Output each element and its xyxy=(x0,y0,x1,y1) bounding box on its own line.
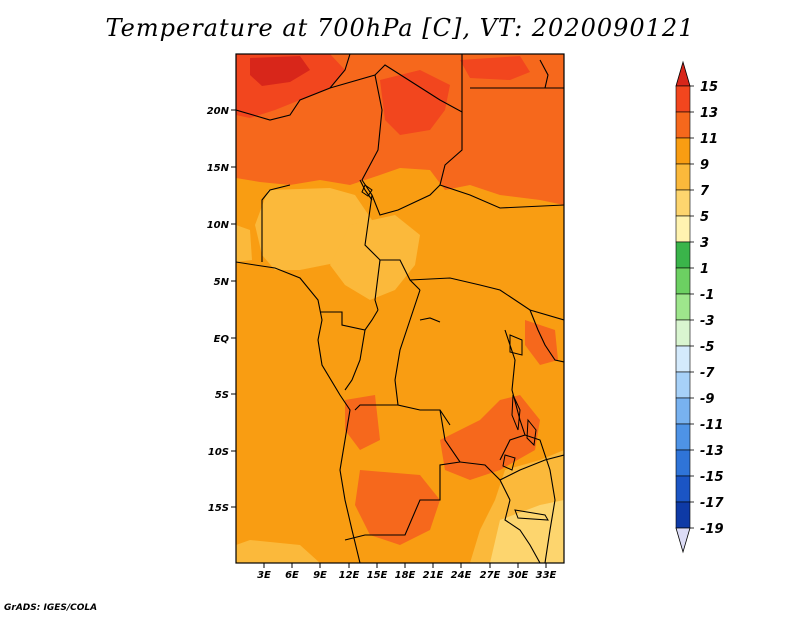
lon-label: 30E xyxy=(508,570,529,581)
lat-label: 10N xyxy=(207,220,230,231)
field-above-15 xyxy=(250,56,310,86)
colorbar-underflow-triangle xyxy=(675,527,691,554)
colorbar-swatch xyxy=(675,293,691,321)
field-13-15-northeast xyxy=(460,56,530,80)
lon-label: 15E xyxy=(367,570,388,581)
lon-label: 9E xyxy=(313,570,327,581)
latitude-axis: 20N 15N 10N 5N EQ 5S 10S 15S xyxy=(207,106,236,514)
colorbar-swatch xyxy=(675,85,691,113)
colorbar-swatch xyxy=(675,449,691,477)
field-7-9-coast xyxy=(236,225,252,262)
field-11-13-angola xyxy=(345,395,380,450)
map-frame xyxy=(235,53,565,564)
lon-label: 21E xyxy=(423,570,444,581)
lakes xyxy=(361,184,549,521)
country-borders xyxy=(236,54,564,563)
colorbar-label: 15 xyxy=(700,80,718,95)
colorbar-label: -7 xyxy=(700,366,715,381)
colorbar-swatch xyxy=(675,371,691,399)
colorbar-label: -1 xyxy=(700,288,714,303)
map-title: Temperature at 700hPa [C], VT: 202009012… xyxy=(105,14,695,42)
colorbar-swatch xyxy=(675,423,691,451)
colorbar-overflow-triangle xyxy=(675,60,691,87)
lon-label: 33E xyxy=(536,570,557,581)
colorbar-label: 5 xyxy=(700,210,709,225)
lon-label: 3E xyxy=(257,570,271,581)
colorbar-swatch xyxy=(675,163,691,191)
field-11-13-east xyxy=(525,320,558,365)
colorbar-label: -5 xyxy=(700,340,714,355)
colorbar: 15 13 11 9 7 5 3 1 -1 -3 -5 -7 -9 -11 -13 -15 -17 -19 xyxy=(675,60,724,554)
colorbar-swatch xyxy=(675,137,691,165)
lat-label: EQ xyxy=(214,334,230,345)
colorbar-swatch xyxy=(675,241,691,269)
colorbar-label: -15 xyxy=(700,470,724,485)
lat-label: 20N xyxy=(207,106,230,117)
colorbar-swatch xyxy=(675,189,691,217)
colorbar-swatch xyxy=(675,215,691,243)
colorbar-swatch xyxy=(675,319,691,347)
colorbar-label: 9 xyxy=(700,158,709,173)
colorbar-swatch xyxy=(675,345,691,373)
colorbar-label: 1 xyxy=(700,262,709,277)
colorbar-swatch xyxy=(675,501,691,529)
lon-label: 18E xyxy=(395,570,416,581)
field-11-13-south xyxy=(355,470,440,545)
longitude-axis: 3E 6E 9E 12E 15E 18E 21E 24E 27E 30E 33E xyxy=(257,563,557,581)
colorbar-label: 3 xyxy=(700,236,709,251)
lon-label: 12E xyxy=(339,570,360,581)
lat-label: 10S xyxy=(208,447,229,458)
temperature-field xyxy=(236,54,564,563)
lat-label: 5N xyxy=(214,277,230,288)
colorbar-swatch xyxy=(675,475,691,503)
lat-label: 15N xyxy=(207,163,230,174)
colorbar-label: 11 xyxy=(700,132,718,147)
lat-label: 5S xyxy=(215,390,229,401)
field-7-9-central xyxy=(330,215,420,300)
colorbar-label: -13 xyxy=(700,444,724,459)
colorbar-label: 13 xyxy=(700,106,718,121)
lon-label: 6E xyxy=(285,570,299,581)
lon-label: 27E xyxy=(480,570,501,581)
grads-credit: GrADS: IGES/COLA xyxy=(4,603,98,613)
colorbar-label: 7 xyxy=(700,184,710,199)
colorbar-label: -11 xyxy=(700,418,724,433)
colorbar-label: -19 xyxy=(700,522,724,537)
colorbar-swatch xyxy=(675,397,691,425)
colorbar-swatch xyxy=(675,111,691,139)
field-7-9-southwest xyxy=(236,540,320,563)
colorbar-label: -9 xyxy=(700,392,714,407)
colorbar-label: -17 xyxy=(700,496,724,511)
colorbar-label: -3 xyxy=(700,314,714,329)
colorbar-swatch xyxy=(675,267,691,295)
lon-label: 24E xyxy=(451,570,472,581)
lat-label: 15S xyxy=(208,503,229,514)
field-13-15-north xyxy=(380,70,450,135)
